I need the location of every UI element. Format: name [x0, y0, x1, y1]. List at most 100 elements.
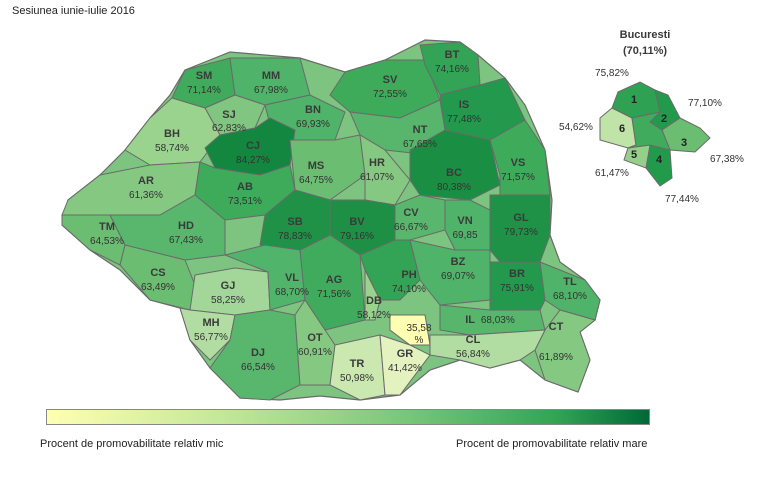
label-BC-code: BC	[446, 167, 462, 179]
label-MS-value: 64,75%	[299, 175, 333, 186]
county-IF[interactable]	[389, 314, 431, 346]
label-CT-value: 61,89%	[539, 352, 573, 363]
label-BC-value: 80,38%	[437, 182, 471, 193]
label-CJ-value: 84,27%	[236, 155, 270, 166]
label-PH-value: 74,10%	[392, 284, 426, 295]
bucharest-total: (70,11%)	[623, 45, 667, 57]
bucharest-name: Bucuresti	[620, 29, 671, 41]
label-GL-value: 79,73%	[504, 227, 538, 238]
label-PH-code: PH	[401, 269, 416, 281]
label-GR-value: 41,42%	[388, 363, 422, 374]
sector-4-num: 4	[656, 154, 663, 166]
label-HR-code: HR	[369, 157, 385, 169]
sector-4-value: 77,44%	[665, 194, 699, 205]
label-OT-value: 60,91%	[298, 347, 332, 358]
county-regions	[61, 41, 601, 401]
county-HD[interactable]	[109, 194, 226, 261]
sector-5-num: 5	[631, 149, 637, 161]
sector-1-num: 1	[631, 94, 637, 106]
county-DB[interactable]	[364, 269, 381, 321]
label-VS-code: VS	[511, 157, 526, 169]
label-TL-value: 68,10%	[553, 291, 587, 302]
label-SM-value: 71,14%	[187, 85, 221, 96]
label-BZ-value: 69,07%	[441, 271, 475, 282]
county-DJ[interactable]	[209, 309, 301, 401]
map-title: Sesiunea iunie-iulie 2016	[12, 5, 135, 17]
label-IF-percent: %	[415, 335, 424, 346]
label-CJ-code: CJ	[246, 140, 260, 152]
label-AR-code: AR	[138, 175, 154, 187]
label-CV-value: 66,67%	[394, 222, 428, 233]
label-MM-value: 67,98%	[254, 85, 288, 96]
label-CS-value: 63,49%	[141, 282, 175, 293]
label-HD-code: HD	[178, 220, 194, 232]
label-VL-value: 68,70%	[275, 287, 309, 298]
label-BN-value: 69,93%	[296, 119, 330, 130]
label-CL-value: 56,84%	[456, 349, 490, 360]
sector-1-value: 75,82%	[595, 68, 629, 79]
county-BC[interactable]	[409, 129, 501, 201]
sector-6-num: 6	[619, 123, 625, 135]
legend-color-scale	[46, 409, 650, 425]
sector-3-value: 67,38%	[710, 154, 744, 165]
label-TR-code: TR	[350, 358, 365, 370]
label-BH-code: BH	[164, 128, 180, 140]
label-TL-code: TL	[563, 276, 577, 288]
label-AB-value: 73,51%	[228, 196, 262, 207]
label-CL-code: CL	[466, 334, 481, 346]
sector-6-value: 54,62%	[559, 122, 593, 133]
label-IS-code: IS	[459, 99, 469, 111]
label-AG-code: AG	[326, 274, 343, 286]
label-BT-value: 74,16%	[435, 64, 469, 75]
label-GR-code: GR	[397, 348, 414, 360]
sector-3-num: 3	[681, 137, 687, 149]
sector-center	[627, 111, 671, 151]
label-GL-code: GL	[513, 212, 529, 224]
label-TR-value: 50,98%	[340, 373, 374, 384]
label-SV-code: SV	[383, 74, 398, 86]
label-VL-code: VL	[285, 272, 299, 284]
label-VN-value: 69,85	[452, 230, 477, 241]
sector-5-value: 61,47%	[595, 168, 629, 179]
label-IS-value: 77,48%	[447, 114, 481, 125]
label-HD-value: 67,43%	[169, 235, 203, 246]
label-MM-code: MM	[262, 70, 280, 82]
label-DB-value: 58,12%	[357, 310, 391, 321]
label-SJ-code: SJ	[222, 109, 235, 121]
county-CT[interactable]	[534, 309, 597, 393]
county-BR[interactable]	[489, 261, 546, 311]
label-MH-value: 56,77%	[194, 332, 228, 343]
label-VN-code: VN	[457, 215, 472, 227]
county-GR[interactable]	[379, 334, 431, 396]
label-DJ-value: 66,54%	[241, 362, 275, 373]
legend-low-label: Procent de promovabilitate relativ mic	[40, 438, 224, 450]
label-IF-value: 35,58	[406, 323, 431, 334]
label-CT-code: CT	[549, 321, 564, 333]
county-labels: SM 71,14% MM 67,98% SV 72,55% BT 74,16% …	[90, 49, 587, 384]
bucharest-inset	[599, 81, 711, 187]
label-SB-code: SB	[287, 216, 302, 228]
county-TR[interactable]	[329, 334, 386, 401]
label-IL: IL 68,03%	[465, 314, 515, 326]
label-BV-value: 79,16%	[340, 231, 374, 242]
label-BR-value: 75,91%	[500, 283, 534, 294]
sector-2-value: 77,10%	[688, 98, 722, 109]
label-IL-value: 68,03%	[481, 315, 515, 326]
legend-high-label: Procent de promovabilitate relativ mare	[456, 438, 648, 450]
label-MS-code: MS	[308, 160, 325, 172]
label-GJ-value: 58,25%	[211, 295, 245, 306]
label-SJ-value: 62,83%	[212, 123, 246, 134]
label-OT-code: OT	[307, 332, 323, 344]
label-VS-value: 71,57%	[501, 172, 535, 183]
county-CL[interactable]	[429, 329, 546, 369]
label-HR-value: 61,07%	[360, 172, 394, 183]
label-CS-code: CS	[150, 267, 165, 279]
label-IL-code: IL	[465, 314, 475, 326]
label-BZ-code: BZ	[451, 256, 466, 268]
label-AG-value: 71,56%	[317, 289, 351, 300]
label-AB-code: AB	[237, 181, 253, 193]
label-SV-value: 72,55%	[373, 89, 407, 100]
sector-2-num: 2	[661, 113, 667, 125]
label-BN-code: BN	[305, 104, 321, 116]
label-BH-value: 58,74%	[155, 143, 189, 154]
